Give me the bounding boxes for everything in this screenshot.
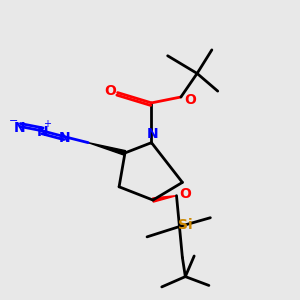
Text: N: N [14,121,26,135]
Polygon shape [153,196,176,202]
Text: O: O [179,187,191,201]
Text: +: + [43,119,51,129]
Text: N: N [147,127,159,141]
Polygon shape [88,142,126,155]
Text: −: − [9,116,19,126]
Text: N: N [59,131,70,145]
Text: O: O [184,93,196,107]
Text: O: O [104,84,116,98]
Text: N: N [37,125,48,139]
Text: Si: Si [178,218,193,232]
